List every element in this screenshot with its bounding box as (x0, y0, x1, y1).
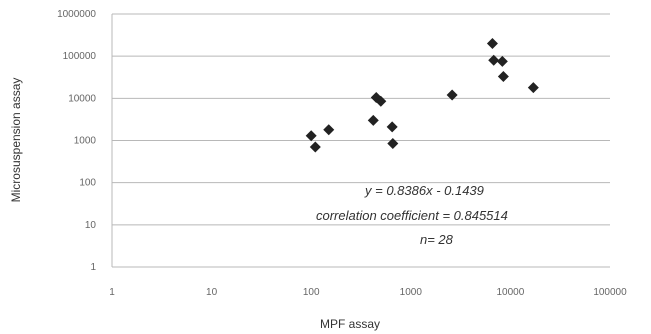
data-point (527, 82, 539, 94)
x-tick-label: 100 (303, 287, 320, 298)
x-tick-label: 10 (206, 287, 218, 298)
x-axis-label: MPF assay (320, 317, 380, 331)
x-tick-label: 100000 (593, 287, 627, 298)
data-point (386, 121, 398, 133)
data-points (305, 37, 539, 153)
data-point (387, 137, 399, 149)
y-tick-label: 10000 (68, 93, 96, 104)
y-tick-label: 100 (79, 178, 96, 189)
annotation-correlation: correlation coefficient = 0.845514 (316, 208, 508, 223)
data-point (367, 114, 379, 126)
x-tick-label: 1 (109, 287, 115, 298)
y-axis-ticks: 1 10 100 1000 10000 100000 1000000 (57, 9, 96, 273)
x-tick-label: 1000 (400, 287, 423, 298)
annotation-equation: y = 0.8386x - 0.1439 (364, 183, 484, 198)
annotation-n: n= 28 (420, 232, 454, 247)
data-point (305, 130, 317, 142)
data-point (375, 95, 387, 107)
y-axis-label: Microsuspension assay (9, 78, 23, 203)
y-tick-label: 10 (85, 220, 97, 231)
data-point (496, 55, 508, 67)
data-point (497, 70, 509, 82)
y-tick-label: 1 (90, 262, 96, 273)
x-tick-label: 10000 (496, 287, 524, 298)
data-point (309, 141, 321, 153)
x-axis-ticks: 1 10 100 1000 10000 100000 (109, 287, 627, 298)
data-point (488, 54, 500, 66)
gridlines (111, 13, 610, 268)
y-tick-label: 1000 (74, 136, 97, 147)
y-tick-label: 1000000 (57, 9, 96, 20)
data-point (323, 124, 335, 136)
y-tick-label: 100000 (63, 51, 97, 62)
data-point (486, 37, 498, 49)
data-point (446, 89, 458, 101)
